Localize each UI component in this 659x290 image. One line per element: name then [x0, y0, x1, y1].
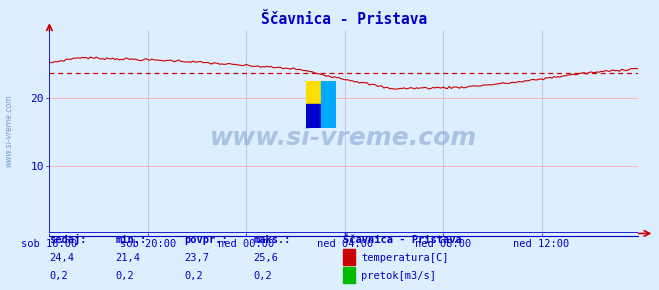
Text: temperatura[C]: temperatura[C] — [361, 253, 449, 263]
Text: min.:: min.: — [115, 235, 146, 245]
Text: 0,2: 0,2 — [254, 271, 272, 281]
Text: www.si-vreme.com: www.si-vreme.com — [210, 126, 477, 150]
Text: pretok[m3/s]: pretok[m3/s] — [361, 271, 436, 281]
Text: 24,4: 24,4 — [49, 253, 74, 263]
Text: 0,2: 0,2 — [49, 271, 68, 281]
Text: 0,2: 0,2 — [185, 271, 203, 281]
Bar — [306, 104, 322, 128]
Text: 0,2: 0,2 — [115, 271, 134, 281]
Text: povpr.:: povpr.: — [185, 235, 228, 245]
Bar — [306, 81, 322, 104]
Text: maks.:: maks.: — [254, 235, 291, 245]
Text: Ščavnica - Pristava: Ščavnica - Pristava — [343, 235, 461, 245]
Title: Ščavnica - Pristava: Ščavnica - Pristava — [260, 12, 427, 26]
Bar — [322, 81, 336, 104]
Text: 21,4: 21,4 — [115, 253, 140, 263]
Text: www.si-vreme.com: www.si-vreme.com — [4, 94, 13, 167]
Text: sedaj:: sedaj: — [49, 234, 87, 245]
Text: 23,7: 23,7 — [185, 253, 210, 263]
Text: 25,6: 25,6 — [254, 253, 279, 263]
Bar — [322, 104, 336, 128]
